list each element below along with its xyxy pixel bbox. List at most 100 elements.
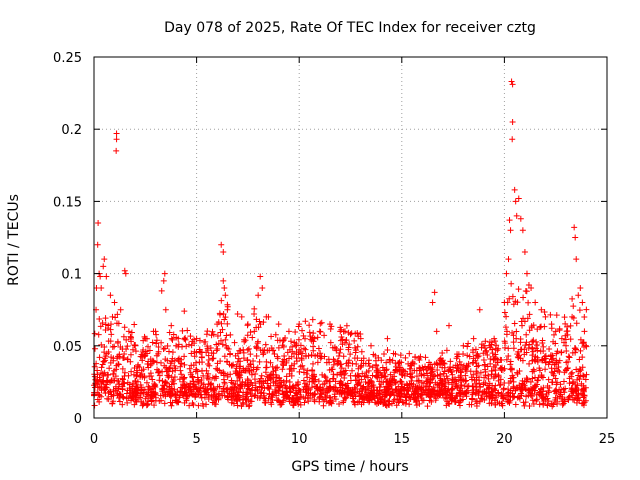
data-point — [245, 345, 252, 352]
data-point — [283, 377, 290, 384]
data-point — [255, 292, 262, 299]
data-point — [581, 399, 588, 406]
data-point — [409, 359, 416, 366]
data-point — [262, 369, 269, 376]
data-point — [218, 337, 225, 344]
data-point — [272, 331, 279, 338]
data-point — [433, 328, 440, 335]
data-point — [488, 341, 495, 348]
data-point — [248, 398, 255, 405]
data-point — [554, 367, 561, 374]
data-point — [333, 347, 340, 354]
data-point — [99, 319, 106, 326]
data-point — [534, 341, 541, 348]
data-point — [532, 299, 539, 306]
data-point — [481, 362, 488, 369]
data-point — [429, 368, 436, 375]
data-point — [466, 353, 473, 360]
data-point — [383, 378, 390, 385]
data-point — [288, 353, 295, 360]
data-point — [352, 344, 359, 351]
data-point — [314, 359, 321, 366]
data-point — [520, 294, 527, 301]
data-point — [218, 241, 225, 248]
data-point — [446, 401, 453, 408]
data-point — [362, 390, 369, 397]
data-point — [499, 402, 506, 409]
data-point — [240, 355, 247, 362]
data-point — [293, 358, 300, 365]
data-point — [224, 320, 231, 327]
data-point — [337, 380, 344, 387]
data-point — [265, 313, 272, 320]
data-point — [204, 345, 211, 352]
data-point — [498, 365, 505, 372]
data-point — [147, 356, 154, 363]
data-point — [159, 378, 166, 385]
data-point — [259, 384, 266, 391]
data-point — [210, 385, 217, 392]
data-point — [552, 328, 559, 335]
data-point — [168, 335, 175, 342]
data-point — [111, 343, 118, 350]
data-point — [187, 333, 194, 340]
data-point — [94, 396, 101, 403]
data-point — [357, 335, 364, 342]
data-point — [162, 356, 169, 363]
data-point — [393, 386, 400, 393]
data-point — [444, 375, 451, 382]
data-point — [107, 321, 114, 328]
data-point — [257, 375, 264, 382]
data-point — [300, 366, 307, 373]
data-point — [474, 351, 481, 358]
data-point — [115, 361, 122, 368]
data-point — [259, 285, 266, 292]
data-point — [342, 339, 349, 346]
data-point — [510, 383, 517, 390]
data-point — [467, 368, 474, 375]
data-point — [276, 377, 283, 384]
data-point — [159, 388, 166, 395]
data-point — [563, 347, 570, 354]
data-point — [230, 400, 237, 407]
data-point — [421, 372, 428, 379]
data-point — [283, 393, 290, 400]
data-point — [445, 379, 452, 386]
data-point — [303, 352, 310, 359]
data-point — [581, 328, 588, 335]
data-point — [480, 379, 487, 386]
data-point — [121, 324, 128, 331]
data-point — [539, 395, 546, 402]
data-point — [106, 365, 113, 372]
data-point — [469, 391, 476, 398]
data-points — [91, 78, 590, 410]
data-point — [244, 332, 251, 339]
data-point — [502, 324, 509, 331]
data-point — [145, 383, 152, 390]
data-point — [134, 369, 141, 376]
data-point — [220, 376, 227, 383]
data-point — [482, 368, 489, 375]
data-point — [218, 369, 225, 376]
data-point — [128, 368, 135, 375]
data-point — [546, 346, 553, 353]
data-point — [512, 198, 519, 205]
data-point — [550, 338, 557, 345]
data-point — [528, 323, 535, 330]
data-point — [168, 358, 175, 365]
data-point — [503, 313, 510, 320]
data-point — [252, 392, 259, 399]
data-point — [492, 351, 499, 358]
data-point — [220, 310, 227, 317]
data-point — [188, 350, 195, 357]
data-point — [236, 374, 243, 381]
data-point — [344, 380, 351, 387]
data-point — [262, 341, 269, 348]
data-point — [205, 370, 212, 377]
data-point — [168, 402, 175, 409]
data-point — [448, 390, 455, 397]
data-point — [352, 386, 359, 393]
data-point — [221, 380, 228, 387]
data-point — [424, 403, 431, 410]
data-point — [94, 367, 101, 374]
